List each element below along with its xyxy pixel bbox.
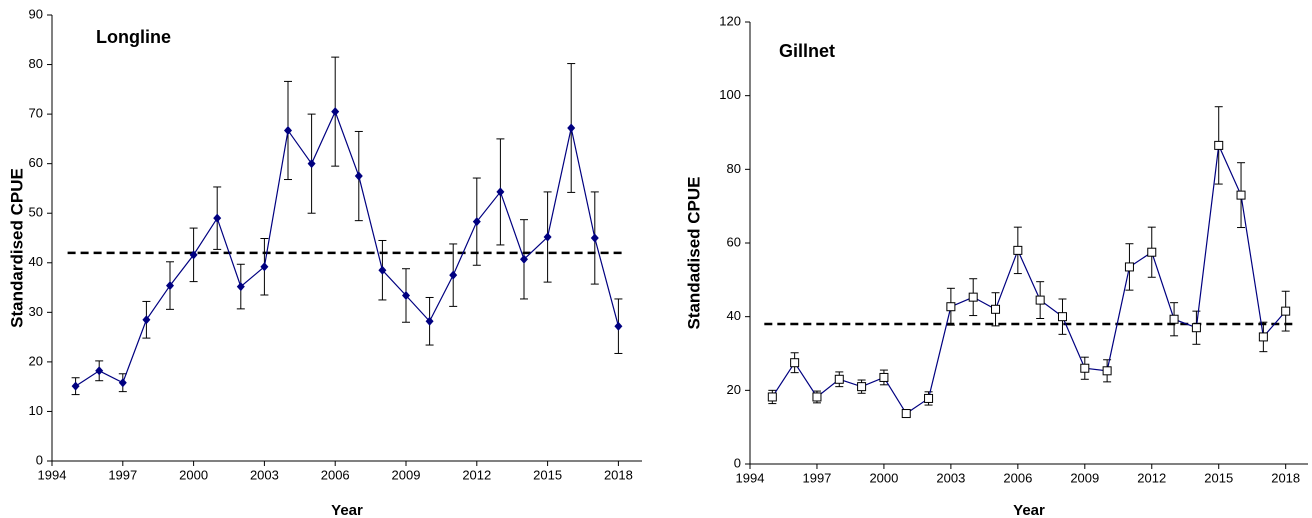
point — [142, 315, 151, 325]
point — [968, 292, 978, 302]
point — [284, 125, 292, 135]
data-line — [771, 143, 1287, 415]
point — [307, 159, 316, 169]
x-axis-label: Year — [331, 502, 363, 518]
x-tick-label: 2000 — [869, 470, 898, 485]
x-tick-label: 2009 — [392, 467, 421, 482]
y-tick-label: 70 — [29, 106, 43, 121]
x-tick-label: 2006 — [321, 467, 350, 482]
point — [790, 358, 800, 368]
point — [425, 316, 434, 326]
y-tick-label: 30 — [29, 304, 43, 319]
x-tick-label: 1994 — [38, 467, 67, 482]
x-tick-label: 2003 — [936, 470, 965, 485]
point — [402, 290, 410, 300]
point — [472, 217, 481, 227]
y-tick-label: 50 — [29, 205, 43, 220]
x-axis-label: Year — [1013, 502, 1045, 518]
y-tick-label: 100 — [719, 87, 741, 102]
point — [236, 282, 245, 292]
point — [543, 232, 552, 242]
point — [767, 392, 777, 402]
x-tick-label: 2018 — [1271, 470, 1300, 485]
y-tick-label: 40 — [727, 308, 741, 323]
chart-title: Gillnet — [779, 41, 835, 61]
point — [1124, 262, 1134, 272]
point — [1191, 323, 1201, 333]
point — [1057, 312, 1067, 322]
point — [520, 254, 528, 264]
point — [1102, 366, 1112, 376]
point — [567, 123, 576, 133]
y-tick-label: 10 — [29, 403, 43, 418]
x-tick-label: 2006 — [1003, 470, 1032, 485]
point — [1147, 247, 1157, 257]
x-tick-label: 2018 — [604, 467, 633, 482]
chart-title: Longline — [96, 27, 171, 47]
point — [378, 265, 387, 275]
y-tick-label: 80 — [727, 161, 741, 176]
point — [834, 374, 844, 384]
x-tick-label: 2003 — [250, 467, 279, 482]
point — [1080, 363, 1090, 373]
point — [924, 393, 934, 403]
point — [812, 392, 822, 402]
point — [1236, 190, 1246, 200]
point — [1013, 245, 1023, 255]
x-tick-label: 1994 — [736, 470, 765, 485]
point — [1035, 295, 1045, 305]
point — [1214, 140, 1224, 150]
x-tick-label: 1997 — [108, 467, 137, 482]
y-tick-label: 60 — [727, 234, 741, 249]
y-tick-label: 80 — [29, 56, 43, 71]
point — [166, 281, 174, 291]
point — [857, 382, 867, 392]
point — [189, 250, 198, 260]
point — [354, 171, 363, 181]
point — [1169, 314, 1179, 324]
x-tick-label: 2012 — [462, 467, 491, 482]
y-tick-label: 0 — [734, 455, 741, 470]
point — [71, 381, 80, 391]
x-tick-label: 2012 — [1137, 470, 1166, 485]
point — [1281, 306, 1291, 316]
y-tick-label: 20 — [727, 382, 741, 397]
point — [496, 187, 505, 197]
x-tick-label: 2009 — [1070, 470, 1099, 485]
data-line — [75, 110, 619, 387]
point — [118, 378, 127, 388]
point — [260, 262, 269, 272]
point — [95, 366, 104, 376]
point — [991, 304, 1001, 314]
point — [901, 409, 911, 419]
y-tick-label: 40 — [29, 254, 43, 269]
y-axis-label: Standardised CPUE — [7, 168, 26, 328]
point — [331, 107, 340, 117]
x-tick-label: 2000 — [179, 467, 208, 482]
point — [1258, 332, 1268, 342]
y-tick-label: 90 — [29, 6, 43, 21]
y-axis-label: Standadised CPUE — [684, 176, 703, 329]
point — [946, 302, 956, 312]
y-tick-label: 20 — [29, 353, 43, 368]
y-tick-label: 120 — [719, 13, 741, 28]
point — [614, 321, 623, 331]
y-tick-label: 0 — [36, 452, 43, 467]
point — [590, 233, 599, 243]
x-tick-label: 2015 — [1204, 470, 1233, 485]
point — [879, 372, 889, 382]
point — [213, 213, 222, 223]
y-tick-label: 60 — [29, 155, 43, 170]
x-tick-label: 1997 — [802, 470, 831, 485]
x-tick-label: 2015 — [533, 467, 562, 482]
point — [449, 270, 458, 280]
